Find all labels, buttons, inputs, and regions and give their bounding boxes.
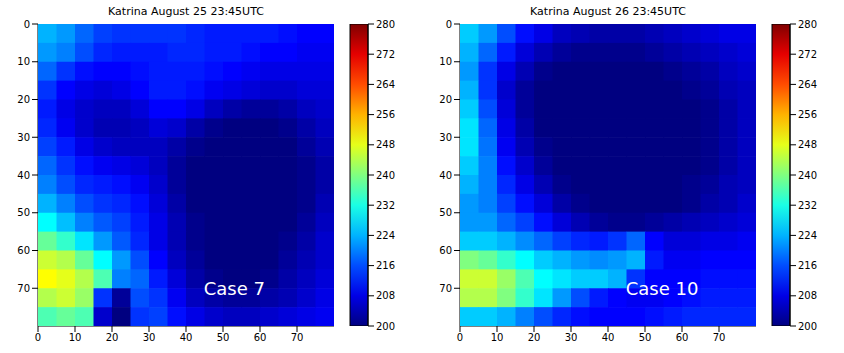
svg-text:280: 280 <box>376 20 395 30</box>
svg-text:256: 256 <box>798 109 817 120</box>
svg-text:248: 248 <box>798 139 817 150</box>
svg-text:10: 10 <box>17 56 30 67</box>
svg-text:60: 60 <box>676 332 689 343</box>
svg-text:216: 216 <box>798 260 817 271</box>
svg-text:272: 272 <box>376 49 395 60</box>
svg-text:200: 200 <box>376 321 395 332</box>
svg-text:50: 50 <box>217 332 230 343</box>
svg-text:264: 264 <box>798 79 817 90</box>
svg-text:208: 208 <box>376 290 395 301</box>
svg-text:248: 248 <box>376 139 395 150</box>
svg-text:60: 60 <box>254 332 267 343</box>
svg-text:30: 30 <box>17 132 30 143</box>
svg-text:70: 70 <box>439 283 452 294</box>
svg-text:264: 264 <box>376 79 395 90</box>
svg-text:70: 70 <box>17 283 30 294</box>
svg-text:30: 30 <box>439 132 452 143</box>
svg-text:70: 70 <box>713 332 726 343</box>
svg-text:30: 30 <box>143 332 156 343</box>
svg-text:60: 60 <box>439 245 452 256</box>
svg-text:200: 200 <box>798 321 817 332</box>
svg-text:256: 256 <box>376 109 395 120</box>
svg-text:20: 20 <box>439 94 452 105</box>
svg-text:0: 0 <box>457 332 463 343</box>
svg-text:50: 50 <box>439 207 452 218</box>
svg-text:40: 40 <box>17 170 30 181</box>
svg-text:20: 20 <box>17 94 30 105</box>
svg-text:224: 224 <box>798 230 817 241</box>
svg-text:40: 40 <box>439 170 452 181</box>
svg-text:240: 240 <box>376 170 395 181</box>
svg-text:232: 232 <box>376 200 395 211</box>
svg-text:30: 30 <box>565 332 578 343</box>
svg-text:0: 0 <box>35 332 41 343</box>
svg-text:10: 10 <box>491 332 504 343</box>
svg-text:40: 40 <box>180 332 193 343</box>
svg-text:0: 0 <box>24 20 30 30</box>
svg-text:20: 20 <box>106 332 119 343</box>
svg-text:20: 20 <box>528 332 541 343</box>
svg-text:40: 40 <box>602 332 615 343</box>
html-text:Katrina August 26 23:45UTC: Katrina August 26 23:45UTC <box>530 5 686 18</box>
svg-text:70: 70 <box>291 332 304 343</box>
svg-text:208: 208 <box>798 290 817 301</box>
svg-text:272: 272 <box>798 49 817 60</box>
svg-text:10: 10 <box>69 332 82 343</box>
svg-text:216: 216 <box>376 260 395 271</box>
svg-text:240: 240 <box>798 170 817 181</box>
svg-text:0: 0 <box>446 20 452 30</box>
html-text:Katrina August 25 23:45UTC: Katrina August 25 23:45UTC <box>108 5 264 18</box>
svg-text:224: 224 <box>376 230 395 241</box>
svg-text:280: 280 <box>798 20 817 30</box>
svg-text:50: 50 <box>17 207 30 218</box>
html-text:Case 7: Case 7 <box>203 277 265 299</box>
svg-text:232: 232 <box>798 200 817 211</box>
svg-text:50: 50 <box>639 332 652 343</box>
svg-text:10: 10 <box>439 56 452 67</box>
svg-text:60: 60 <box>17 245 30 256</box>
html-text:Case 10: Case 10 <box>625 277 699 299</box>
